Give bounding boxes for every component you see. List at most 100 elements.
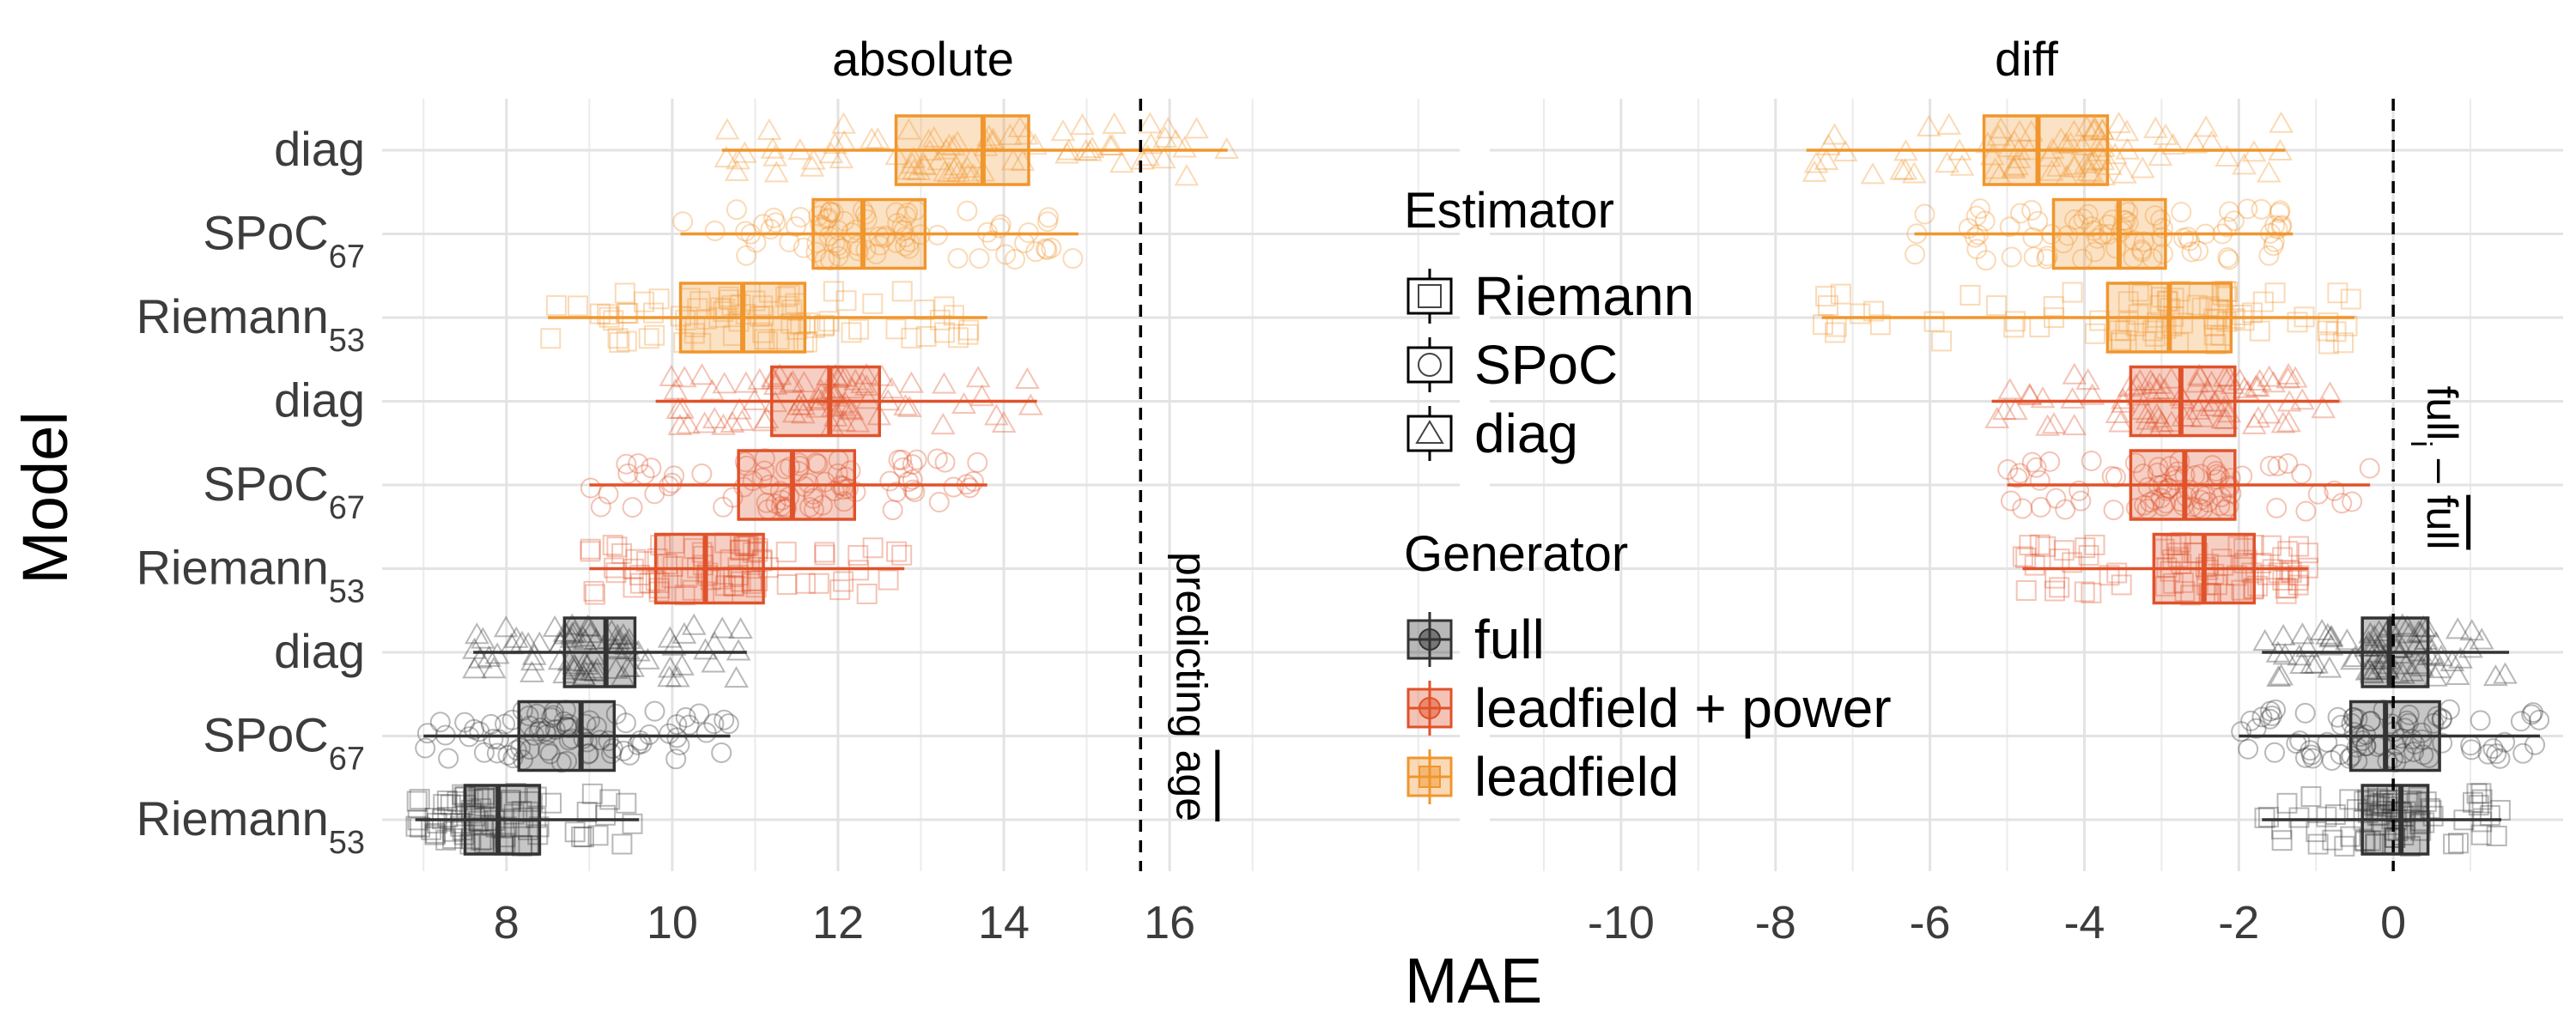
data-point xyxy=(540,328,562,349)
data-point xyxy=(2001,154,2026,177)
data-point xyxy=(462,637,487,659)
data-point xyxy=(2289,388,2315,410)
x-tick-label: -6 xyxy=(1910,897,1951,948)
data-point xyxy=(644,324,665,346)
data-point xyxy=(584,657,610,679)
data-point xyxy=(2343,722,2365,743)
data-point xyxy=(2294,702,2316,724)
data-point xyxy=(2300,740,2321,761)
reference-line-label-part: full xyxy=(2418,386,2466,441)
y-tick-label-subscript: 67 xyxy=(329,490,365,526)
data-point xyxy=(2522,702,2543,724)
box xyxy=(769,365,881,438)
data-point xyxy=(722,487,744,508)
data-point xyxy=(747,570,769,591)
data-point xyxy=(2140,372,2166,394)
data-point xyxy=(617,463,639,484)
data-point xyxy=(800,148,826,170)
data-point xyxy=(2021,199,2043,221)
data-point xyxy=(1949,154,1975,176)
data-point xyxy=(751,467,773,488)
data-point xyxy=(799,154,825,177)
y-tick-label-model: SPoC xyxy=(203,708,328,762)
data-point xyxy=(2276,410,2301,433)
data-point xyxy=(2105,401,2130,423)
data-point xyxy=(2178,405,2203,427)
data-point xyxy=(775,286,796,307)
data-point xyxy=(735,221,756,242)
data-point xyxy=(933,322,955,343)
x-tick-label: 16 xyxy=(1144,897,1195,948)
data-point xyxy=(726,397,752,420)
data-point xyxy=(957,200,978,221)
data-point xyxy=(2245,375,2271,397)
data-point xyxy=(638,328,659,349)
data-point xyxy=(2256,161,2281,183)
data-point xyxy=(756,118,782,140)
data-point xyxy=(471,627,495,649)
data-point xyxy=(425,822,447,844)
data-point xyxy=(520,649,545,671)
data-point xyxy=(898,471,920,493)
data-point xyxy=(869,364,895,386)
data-point xyxy=(2260,700,2281,722)
box-group-Riemann-leadfield xyxy=(1812,281,2361,354)
data-point xyxy=(760,219,781,240)
data-point xyxy=(833,571,854,592)
data-point xyxy=(2210,487,2232,508)
data-point xyxy=(898,238,920,259)
data-point xyxy=(2199,394,2225,416)
data-point xyxy=(1889,158,1915,180)
data-point xyxy=(2073,151,2099,174)
data-point xyxy=(703,713,725,735)
data-point xyxy=(763,207,785,228)
y-tick-label: SPoC67 xyxy=(203,708,365,778)
data-point xyxy=(450,815,471,837)
data-point xyxy=(868,226,890,247)
box-group-diag-leadfield xyxy=(1801,111,2294,186)
data-point xyxy=(603,310,624,331)
data-point xyxy=(543,705,564,726)
data-point xyxy=(904,482,926,503)
data-point xyxy=(728,311,750,332)
data-point xyxy=(550,752,572,773)
data-point xyxy=(1931,330,1953,352)
data-point xyxy=(2342,645,2368,668)
data-point xyxy=(415,737,436,759)
data-point xyxy=(526,703,548,724)
data-point xyxy=(2124,452,2146,474)
data-point xyxy=(2261,371,2287,393)
data-point xyxy=(2070,490,2092,512)
box xyxy=(2360,616,2430,688)
data-point xyxy=(642,302,664,324)
data-point xyxy=(1822,123,1847,145)
data-point xyxy=(762,373,788,395)
data-point xyxy=(2398,704,2420,725)
data-point xyxy=(752,295,774,317)
data-point xyxy=(2359,661,2385,683)
data-point xyxy=(808,205,829,227)
data-point xyxy=(2269,200,2291,221)
data-point xyxy=(2143,116,2168,138)
data-point xyxy=(2117,311,2139,332)
data-point xyxy=(823,203,844,224)
data-point xyxy=(605,704,627,725)
data-point xyxy=(769,329,790,350)
data-point xyxy=(902,158,927,180)
data-point xyxy=(2036,145,2062,167)
data-point xyxy=(823,281,844,302)
data-point xyxy=(473,829,495,851)
data-point xyxy=(834,210,855,232)
data-point xyxy=(729,409,755,431)
box-group-SPoC-full xyxy=(415,700,739,773)
data-point xyxy=(2331,493,2353,514)
data-point xyxy=(1155,117,1181,139)
data-point xyxy=(2318,333,2339,354)
data-point xyxy=(583,659,609,682)
data-point xyxy=(2152,227,2173,248)
data-point xyxy=(2216,286,2238,307)
data-point xyxy=(2257,564,2278,585)
data-point xyxy=(2039,451,2061,472)
data-point xyxy=(665,748,687,770)
